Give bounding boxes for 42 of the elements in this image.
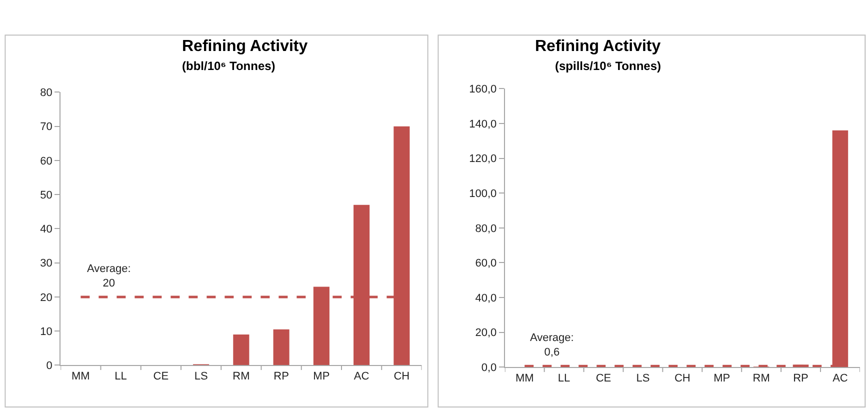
x-tick-label: CE [596, 372, 612, 384]
y-tick-label: 20 [40, 292, 52, 304]
x-tick-label: AC [832, 372, 848, 384]
x-tick-label: RP [793, 372, 808, 384]
y-tick-label: 0,0 [481, 362, 497, 374]
ref-line-label: Average: 0,6 [530, 332, 574, 358]
y-tick-label: 80 [40, 87, 52, 100]
y-tick-label: 70 [40, 121, 52, 134]
y-tick-label: 120,0 [469, 153, 497, 166]
x-tick-label: CE [153, 370, 169, 382]
x-tick-label: LS [636, 372, 650, 384]
chart-title: Refining Activity [535, 38, 661, 55]
chart-subtitle: (bbl/10⁶ Tonnes) [182, 59, 276, 73]
x-tick-label: CH [394, 370, 410, 382]
x-tick-label: MM [72, 370, 90, 382]
chart-subtitle: (spills/10⁶ Tonnes) [555, 59, 661, 73]
y-tick-label: 0 [46, 360, 52, 372]
y-tick-label: 20,0 [475, 327, 497, 340]
y-tick-label: 160,0 [469, 83, 497, 96]
x-tick-label: CH [674, 372, 690, 384]
y-tick-label: 40,0 [475, 292, 497, 304]
x-tick-label: RM [752, 372, 770, 384]
x-tick-label: MP [714, 372, 730, 384]
x-tick-label: MP [313, 370, 330, 382]
y-tick-label: 30 [40, 258, 52, 270]
x-tick-label: AC [354, 370, 370, 382]
y-tick-label: 50 [40, 189, 52, 202]
y-tick-label: 10 [40, 326, 52, 338]
y-tick-label: 40 [40, 224, 52, 236]
x-tick-label: RP [274, 370, 289, 382]
y-tick-label: 100,0 [469, 188, 497, 200]
x-tick-label: LL [114, 370, 127, 382]
x-tick-label: LL [558, 372, 570, 384]
y-tick-label: 60,0 [475, 258, 497, 270]
x-tick-label: RM [232, 370, 250, 382]
x-tick-label: MM [515, 372, 534, 384]
x-tick-label: LS [194, 370, 208, 382]
y-tick-label: 80,0 [475, 222, 497, 235]
ref-line-label: Average: 20 [87, 263, 131, 290]
y-tick-label: 60 [40, 155, 52, 168]
chart-title: Refining Activity [182, 38, 308, 55]
y-tick-label: 140,0 [469, 118, 497, 130]
